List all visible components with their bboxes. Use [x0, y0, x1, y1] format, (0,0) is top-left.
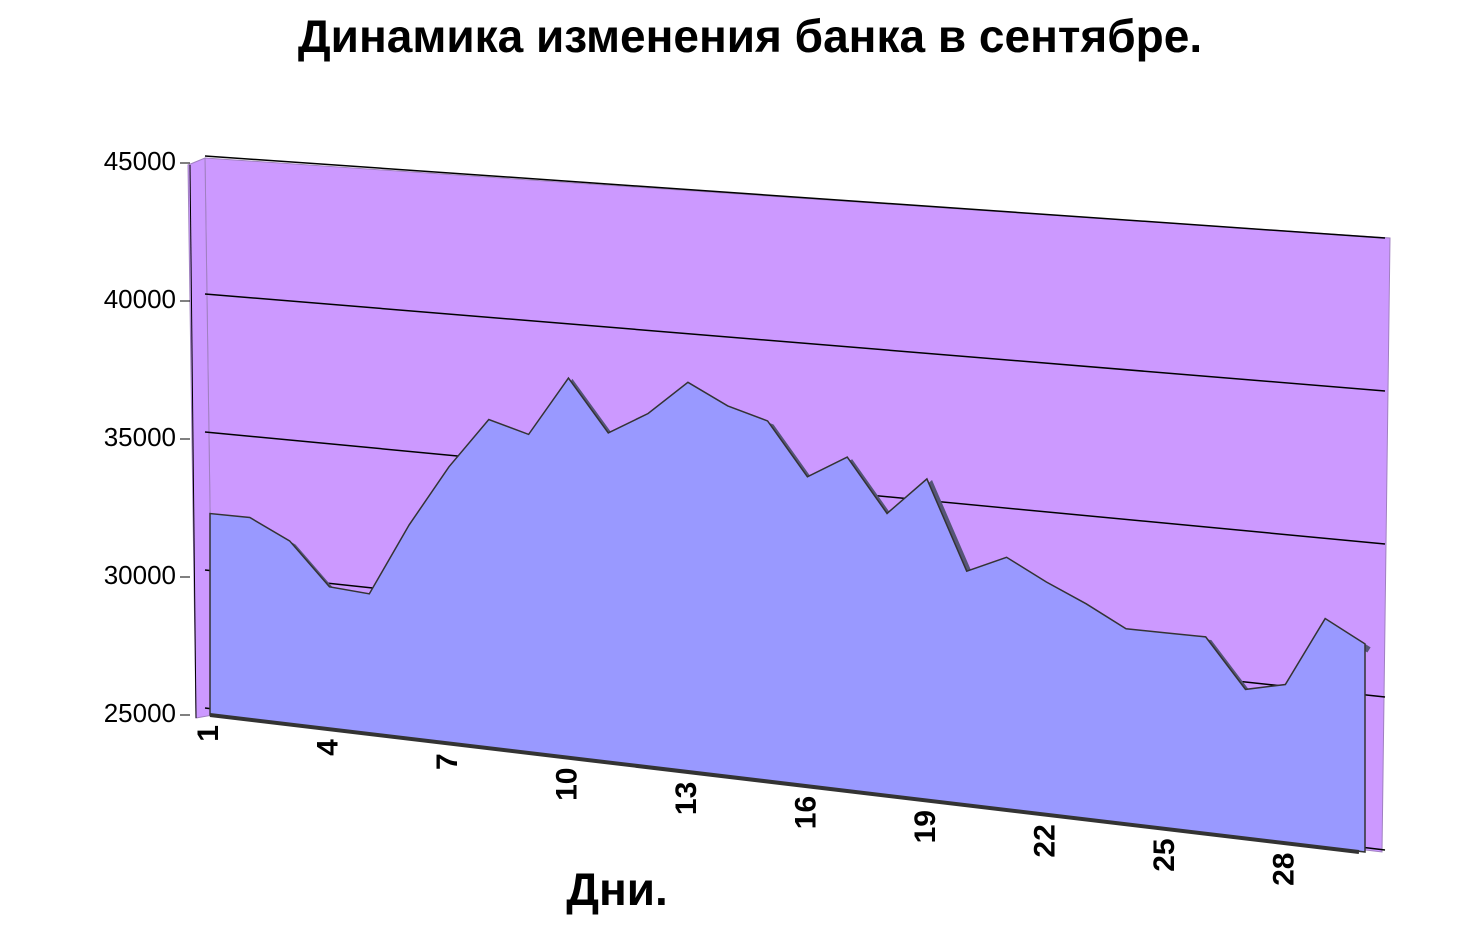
x-axis: [209, 713, 1360, 854]
x-tick-label: 19: [909, 810, 942, 843]
grid-line: [204, 155, 1386, 239]
y-tick-label: 35000: [104, 422, 176, 452]
grid-line: [204, 293, 1386, 392]
y-axis: [189, 164, 197, 719]
x-tick-label: 10: [550, 768, 583, 801]
y-tick-label: 30000: [104, 560, 176, 590]
x-axis-label: Дни.: [566, 863, 668, 915]
y-tick-label: 40000: [104, 284, 176, 314]
x-tick-label: 4: [311, 739, 344, 756]
x-tick-label: 7: [431, 753, 464, 770]
x-tick-label: 22: [1028, 824, 1061, 857]
x-tick-label: 25: [1148, 838, 1181, 871]
x-tick-label: 13: [670, 782, 703, 815]
x-tick-label: 16: [789, 796, 822, 829]
y-tick-label: 45000: [104, 146, 176, 176]
chart-title: Динамика изменения банка в сентябре.: [298, 10, 1202, 62]
area: [209, 376, 1366, 853]
y-tick-label: 25000: [104, 698, 176, 728]
x-tick-label: 1: [192, 725, 225, 742]
x-tick-label: 28: [1267, 853, 1300, 886]
